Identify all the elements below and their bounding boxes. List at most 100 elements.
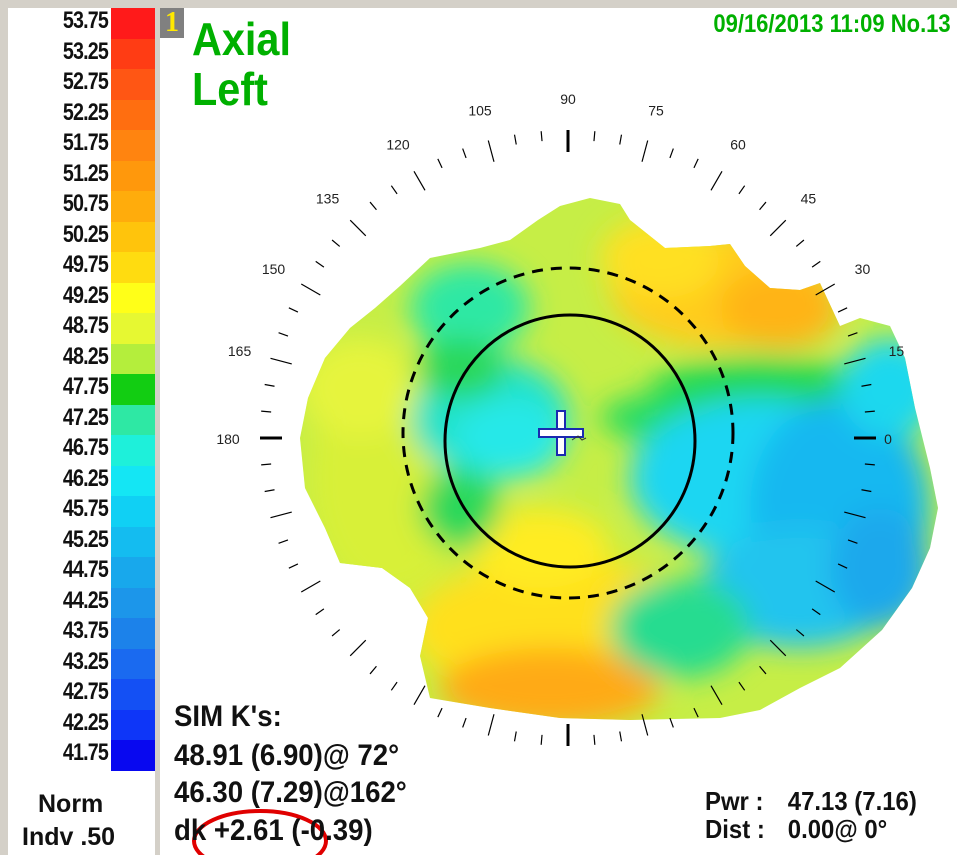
scale-value-label: 49.75 (62, 251, 109, 278)
angle-label: 135 (316, 191, 340, 207)
protractor-tick (349, 219, 367, 237)
angle-label: 105 (468, 103, 492, 119)
protractor-tick (795, 629, 805, 637)
scale-row: 53.75 (8, 7, 155, 39)
scale-color-swatch (111, 252, 155, 283)
scale-color-swatch (111, 69, 155, 100)
scale-color-swatch (111, 648, 155, 680)
scale-color-swatch (111, 404, 155, 436)
protractor-tick (540, 734, 543, 745)
scale-row: 44.25 (8, 587, 155, 619)
scale-color-swatch (111, 557, 155, 588)
protractor-tick (641, 140, 649, 162)
protractor-tick (593, 131, 596, 142)
protractor-tick (837, 307, 848, 313)
scale-color-swatch (111, 8, 155, 39)
angle-label: 150 (262, 261, 286, 277)
scale-row: 42.75 (8, 679, 155, 710)
scale-row: 50.25 (8, 221, 155, 253)
scale-color-swatch (111, 587, 155, 619)
scale-row: 45.75 (8, 496, 155, 527)
protractor-tick (693, 707, 699, 718)
distance-value: 0.00@ 0° (787, 814, 888, 844)
protractor-tick (437, 707, 443, 718)
protractor-tick (437, 158, 443, 169)
protractor-tick (811, 260, 821, 268)
protractor-tick (815, 580, 836, 593)
protractor-tick (390, 185, 398, 195)
scale-value-label: 53.75 (62, 7, 109, 34)
scale-row: 41.75 (8, 740, 155, 771)
power-label: Pwr : (705, 786, 764, 816)
protractor-tick (487, 140, 495, 162)
angle-label: 120 (386, 137, 410, 153)
eye-side-label: Left (192, 63, 268, 115)
angle-label: 30 (855, 261, 871, 277)
protractor-tick (693, 158, 699, 169)
scale-row: 47.75 (8, 373, 155, 405)
scale-row: 45.25 (8, 526, 155, 558)
scale-value-label: 49.25 (62, 281, 109, 309)
scale-color-swatch (111, 465, 155, 497)
protractor-tick (861, 383, 872, 387)
scale-step-label[interactable]: Indv .50 (22, 823, 116, 851)
scale-color-swatch (111, 435, 155, 466)
protractor-tick (462, 148, 467, 159)
protractor-tick (300, 580, 321, 593)
protractor-tick (331, 239, 341, 247)
angle-label: 15 (889, 343, 905, 359)
vertex-cross-icon[interactable] (538, 410, 584, 456)
protractor-tick (738, 185, 746, 195)
map-title: Axial Left (192, 14, 291, 114)
protractor-tick (861, 489, 872, 493)
protractor-tick (837, 563, 848, 569)
scale-color-swatch (111, 740, 155, 771)
scale-value-label: 48.25 (62, 342, 109, 370)
scale-color-swatch (111, 221, 155, 253)
map-type-label: Axial (192, 13, 291, 65)
protractor-tick (264, 383, 275, 387)
protractor-tick (864, 463, 875, 466)
scale-value-label: 47.75 (62, 373, 109, 400)
scale-value-label: 52.75 (62, 68, 109, 95)
scale-row: 48.25 (8, 342, 155, 375)
scale-row: 53.25 (8, 38, 155, 70)
protractor-tick (641, 714, 649, 736)
scale-row: 50.75 (8, 190, 155, 222)
protractor-tick (331, 629, 341, 637)
scale-value-label: 48.75 (62, 312, 109, 339)
scale-color-swatch (111, 618, 155, 649)
protractor-tick (300, 283, 321, 296)
protractor-tick (710, 170, 723, 191)
protractor-tick (759, 201, 767, 211)
scale-value-label: 50.75 (62, 190, 109, 217)
scale-row: 48.75 (8, 312, 155, 344)
scale-row: 52.75 (8, 68, 155, 100)
scale-value-label: 46.25 (62, 464, 109, 492)
map-number-badge[interactable]: 1 (160, 8, 184, 38)
color-scale-panel: 53.75 53.25 52.75 52.25 51.75 51.25 50.75 50.25… (8, 8, 155, 855)
scale-color-swatch (111, 526, 155, 558)
scale-color-swatch (111, 38, 155, 70)
scale-color-swatch (111, 374, 155, 405)
scale-color-swatch (111, 99, 155, 131)
scale-row: 49.25 (8, 281, 155, 314)
simk-heading: SIM K's: (174, 700, 282, 733)
protractor-tick (413, 685, 426, 706)
distance-label: Dist : (705, 814, 765, 844)
power-value: 47.13 (7.16) (787, 786, 917, 816)
protractor-tick (462, 717, 467, 728)
protractor-tick (540, 131, 543, 142)
dashed-zone-circle (401, 266, 735, 600)
protractor-tick (795, 239, 805, 247)
protractor-tick (811, 608, 821, 616)
protractor-tick (669, 717, 674, 728)
protractor-tick (270, 511, 292, 519)
protractor-tick (844, 511, 866, 519)
scale-row: 51.75 (8, 130, 155, 161)
scale-color-swatch (111, 496, 155, 527)
scale-mode-label[interactable]: Norm (38, 790, 104, 818)
protractor-tick (349, 639, 367, 657)
protractor-tick (261, 410, 272, 413)
